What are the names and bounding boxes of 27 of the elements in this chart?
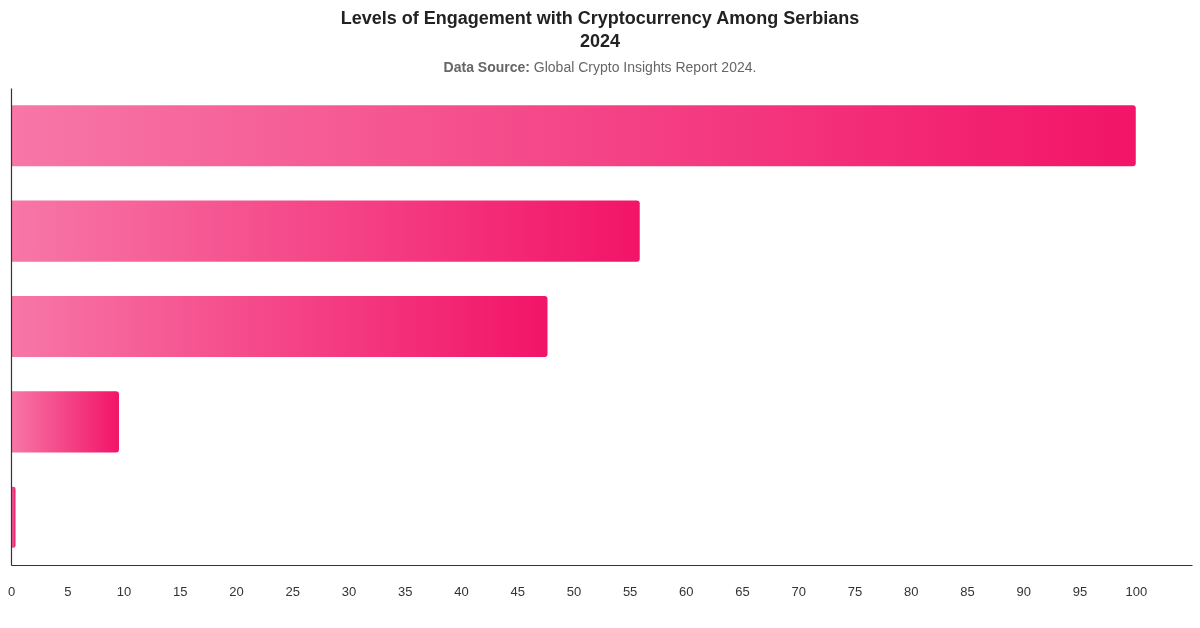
- x-tick-label: 100: [1125, 584, 1148, 600]
- x-tick-label: 0: [7, 584, 16, 600]
- x-tick-label: 95: [1072, 584, 1088, 600]
- x-tick-label: 55: [622, 584, 638, 600]
- x-tick-label: 75: [847, 584, 863, 600]
- bar: [11, 295, 548, 358]
- x-tick-label: 80: [904, 584, 919, 600]
- x-tick-label: 60: [679, 584, 694, 600]
- x-tick-label: 20: [229, 584, 244, 600]
- bar: [11, 105, 1136, 167]
- bar: [11, 391, 119, 453]
- chart-subtitle: Data Source: Global Crypto Insights Report 2024.: [443, 59, 757, 75]
- x-tick-label: 85: [960, 584, 975, 600]
- chart-title: Levels of Engagement with Cryptocurrency Among Serbians 2024: [340, 8, 860, 51]
- x-tick-label: 90: [1016, 584, 1032, 600]
- bar: [11, 200, 640, 262]
- x-tick-label: 15: [172, 584, 188, 600]
- x-tick-label: 45: [510, 584, 525, 600]
- x-tick-label: 5: [64, 584, 72, 600]
- x-tick-label: 50: [566, 584, 582, 600]
- x-tick-label: 70: [791, 584, 807, 600]
- x-tick-label: 10: [116, 584, 132, 600]
- x-tick-label: 65: [735, 584, 750, 600]
- x-tick-label: 35: [397, 584, 413, 600]
- x-tick-label: 25: [285, 584, 300, 600]
- x-tick-label: 40: [454, 584, 469, 600]
- x-tick-label: 30: [341, 584, 357, 600]
